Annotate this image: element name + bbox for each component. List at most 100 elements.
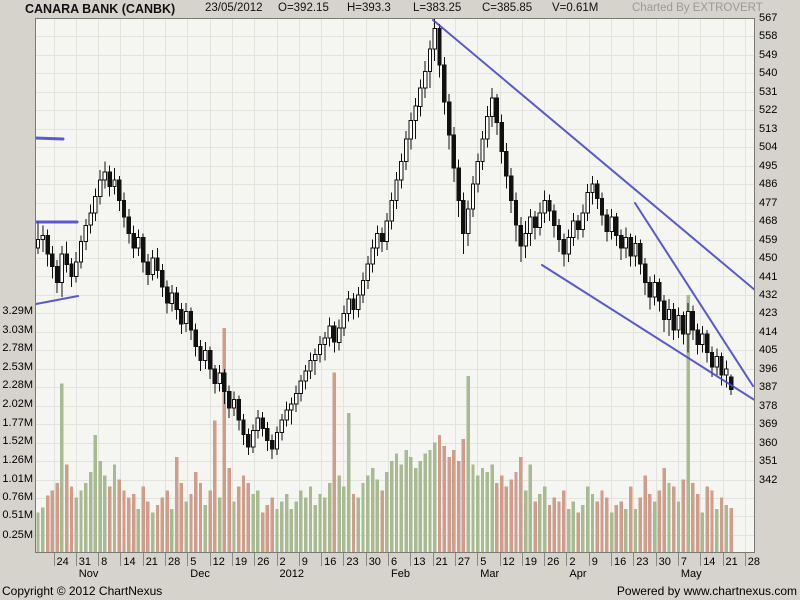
candle: [303, 370, 308, 382]
date-tick-label: 24: [56, 556, 69, 568]
date-tick-mark: [723, 553, 724, 566]
quote-close: C=385.85: [482, 2, 533, 14]
price-chart-panel[interactable]: [35, 18, 755, 553]
candle: [475, 161, 481, 185]
candle: [542, 200, 547, 214]
candle: [74, 261, 79, 278]
rising-segment-left[interactable]: [35, 295, 79, 305]
candle: [59, 253, 65, 284]
price-tick-label: 351: [759, 455, 778, 468]
candle: [446, 101, 452, 136]
candle: [676, 315, 681, 331]
candle: [595, 183, 600, 200]
candle: [222, 372, 227, 392]
date-tick-label: 8: [101, 556, 108, 568]
date-tick-mark: [410, 553, 411, 566]
candle: [671, 308, 676, 331]
candle: [690, 310, 696, 331]
candle: [384, 220, 390, 243]
candle: [394, 179, 399, 202]
candle: [126, 216, 131, 234]
candle: [121, 200, 127, 218]
candle: [403, 138, 409, 163]
volume-tick-label: 3.29M: [2, 304, 33, 317]
candle: [332, 325, 337, 343]
candle: [427, 48, 433, 72]
candle: [184, 310, 189, 325]
candle: [365, 263, 371, 282]
date-tick-mark: [566, 553, 567, 566]
candle: [40, 235, 45, 241]
candle: [150, 257, 155, 276]
candle: [112, 179, 117, 187]
quote-open: O=392.15: [278, 2, 329, 14]
price-tick-label: 540: [759, 67, 778, 80]
candle: [102, 171, 108, 181]
date-tick-mark: [366, 553, 367, 566]
volume-tick-label: 2.02M: [2, 398, 33, 411]
date-tick-mark: [76, 553, 77, 566]
candle: [346, 298, 351, 315]
candle: [523, 233, 528, 247]
candle: [537, 212, 543, 228]
date-tick-label: 21: [145, 556, 158, 568]
candle: [322, 337, 328, 345]
candle: [193, 329, 198, 347]
date-tick-mark: [277, 553, 278, 566]
candle: [561, 239, 566, 255]
candle: [681, 315, 686, 335]
month-label: Feb: [391, 568, 410, 580]
candle: [212, 368, 218, 384]
date-tick-label: 12: [212, 556, 225, 568]
candle: [652, 282, 657, 298]
price-tick-label: 495: [759, 159, 778, 172]
month-label: Apr: [569, 568, 587, 580]
price-tick-label: 567: [759, 12, 778, 24]
volume-tick-label: 2.28M: [2, 378, 33, 391]
date-tick-label: 19: [234, 556, 248, 568]
date-tick-mark: [98, 553, 99, 566]
candle: [69, 263, 74, 277]
price-tick-label: 459: [759, 233, 778, 246]
candle: [35, 239, 41, 249]
candle: [231, 399, 237, 409]
price-tick-label: 522: [759, 104, 778, 117]
date-tick-mark: [143, 553, 144, 566]
candle: [705, 333, 710, 353]
candlestick-chart-canvas[interactable]: [35, 18, 755, 553]
candle: [279, 419, 285, 434]
volume-tick-label: 3.03M: [2, 323, 33, 336]
date-tick-label: 14: [703, 556, 716, 568]
lower-falling-trendline[interactable]: [541, 264, 755, 402]
candle: [54, 265, 60, 284]
volume-tick-label: 1.77M: [2, 416, 33, 429]
symbol-title: CANARA BANK (CANBK): [25, 2, 176, 16]
candle: [418, 87, 423, 107]
candle: [179, 308, 184, 325]
date-tick-mark: [299, 553, 300, 566]
candle: [599, 198, 605, 216]
candle: [141, 237, 146, 263]
upper-falling-trendline[interactable]: [432, 19, 755, 296]
price-tick-label: 450: [759, 252, 778, 265]
candle: [547, 200, 552, 212]
price-tick-label: 513: [759, 122, 778, 135]
candle: [93, 196, 98, 214]
date-tick-label: 26: [547, 556, 560, 568]
date-tick-mark: [254, 553, 255, 566]
candle: [619, 235, 624, 249]
date-tick-mark: [54, 553, 55, 566]
candle: [50, 253, 55, 267]
inner-falling-trendline[interactable]: [634, 202, 754, 387]
date-tick-mark: [321, 553, 322, 566]
price-tick-label: 486: [759, 178, 778, 191]
date-tick-label: 14: [123, 556, 136, 568]
candle: [265, 427, 270, 442]
candle: [327, 325, 332, 339]
candle: [552, 210, 557, 226]
date-tick-label: 5: [190, 556, 197, 568]
horizontal-line-505[interactable]: [35, 136, 65, 141]
month-label: Nov: [78, 568, 99, 580]
month-label: Mar: [480, 568, 500, 580]
volume-tick-label: 0.51M: [2, 509, 33, 522]
